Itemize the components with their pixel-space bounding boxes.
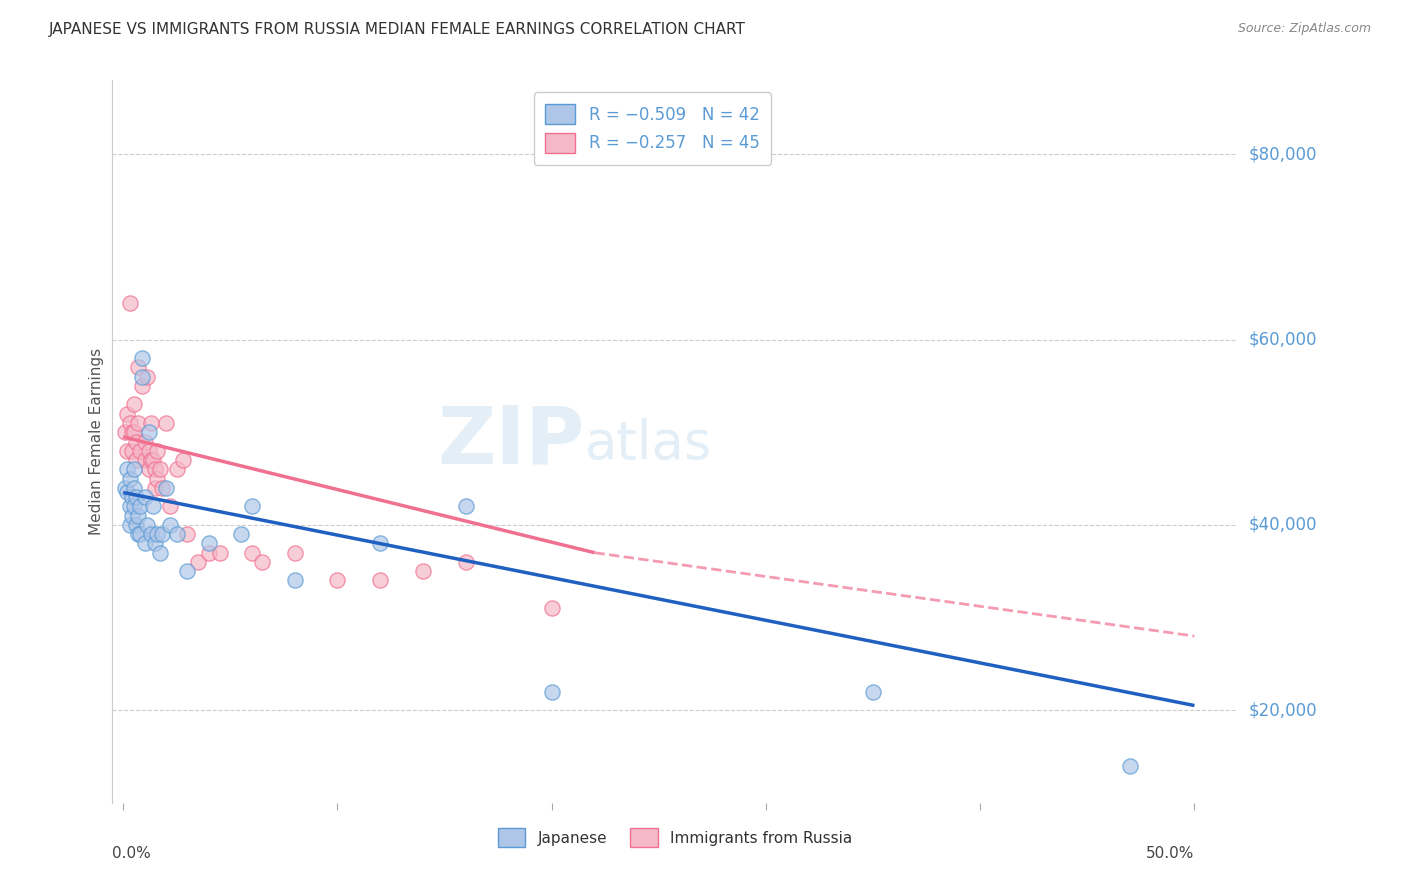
- Point: [143, 536, 166, 550]
- Point: [150, 481, 173, 495]
- Y-axis label: Median Female Earnings: Median Female Earnings: [89, 348, 104, 535]
- Point: [862, 684, 884, 698]
- Point: [125, 517, 148, 532]
- Point: [368, 574, 391, 588]
- Point: [117, 407, 139, 421]
- Point: [134, 536, 156, 550]
- Point: [135, 369, 157, 384]
- Point: [118, 416, 141, 430]
- Point: [122, 462, 145, 476]
- Point: [134, 490, 156, 504]
- Point: [129, 500, 152, 514]
- Point: [139, 527, 162, 541]
- Point: [118, 472, 141, 486]
- Point: [149, 546, 172, 560]
- Point: [240, 546, 263, 560]
- Point: [146, 472, 169, 486]
- Point: [142, 500, 165, 514]
- Point: [368, 536, 391, 550]
- Point: [138, 462, 160, 476]
- Point: [284, 574, 307, 588]
- Point: [540, 601, 562, 615]
- Point: [131, 351, 153, 366]
- Point: [135, 517, 157, 532]
- Point: [127, 416, 149, 430]
- Point: [121, 443, 143, 458]
- Point: [143, 481, 166, 495]
- Point: [127, 508, 149, 523]
- Text: 0.0%: 0.0%: [112, 847, 152, 861]
- Point: [134, 453, 156, 467]
- Point: [117, 443, 139, 458]
- Point: [122, 425, 145, 440]
- Point: [143, 462, 166, 476]
- Point: [208, 546, 231, 560]
- Point: [129, 443, 152, 458]
- Text: $80,000: $80,000: [1249, 145, 1317, 163]
- Point: [454, 555, 477, 569]
- Text: 50.0%: 50.0%: [1146, 847, 1195, 861]
- Point: [127, 360, 149, 375]
- Point: [412, 564, 434, 578]
- Point: [121, 490, 143, 504]
- Point: [240, 500, 263, 514]
- Point: [131, 369, 153, 384]
- Point: [117, 485, 139, 500]
- Text: $40,000: $40,000: [1249, 516, 1317, 534]
- Point: [198, 546, 221, 560]
- Point: [142, 453, 165, 467]
- Point: [122, 500, 145, 514]
- Point: [125, 434, 148, 449]
- Point: [540, 684, 562, 698]
- Point: [125, 453, 148, 467]
- Point: [146, 527, 169, 541]
- Point: [166, 527, 188, 541]
- Point: [139, 416, 162, 430]
- Point: [114, 481, 136, 495]
- Legend: Japanese, Immigrants from Russia: Japanese, Immigrants from Russia: [492, 822, 858, 853]
- Point: [122, 397, 145, 411]
- Point: [176, 564, 198, 578]
- Text: ZIP: ZIP: [437, 402, 585, 481]
- Point: [117, 462, 139, 476]
- Point: [172, 453, 194, 467]
- Text: $20,000: $20,000: [1249, 701, 1317, 719]
- Point: [149, 462, 172, 476]
- Point: [121, 508, 143, 523]
- Point: [454, 500, 477, 514]
- Point: [118, 500, 141, 514]
- Text: $60,000: $60,000: [1249, 331, 1317, 349]
- Text: atlas: atlas: [585, 417, 713, 470]
- Point: [118, 295, 141, 310]
- Point: [159, 500, 181, 514]
- Point: [146, 443, 169, 458]
- Point: [159, 517, 181, 532]
- Text: JAPANESE VS IMMIGRANTS FROM RUSSIA MEDIAN FEMALE EARNINGS CORRELATION CHART: JAPANESE VS IMMIGRANTS FROM RUSSIA MEDIA…: [49, 22, 747, 37]
- Point: [114, 425, 136, 440]
- Point: [1119, 758, 1142, 772]
- Point: [139, 453, 162, 467]
- Point: [166, 462, 188, 476]
- Point: [127, 527, 149, 541]
- Point: [118, 517, 141, 532]
- Point: [129, 527, 152, 541]
- Point: [252, 555, 274, 569]
- Point: [326, 574, 349, 588]
- Point: [125, 490, 148, 504]
- Point: [122, 481, 145, 495]
- Point: [229, 527, 252, 541]
- Point: [284, 546, 307, 560]
- Point: [121, 425, 143, 440]
- Point: [134, 434, 156, 449]
- Point: [138, 425, 160, 440]
- Point: [131, 379, 153, 393]
- Text: Source: ZipAtlas.com: Source: ZipAtlas.com: [1237, 22, 1371, 36]
- Point: [198, 536, 221, 550]
- Point: [155, 416, 177, 430]
- Point: [176, 527, 198, 541]
- Point: [155, 481, 177, 495]
- Point: [187, 555, 209, 569]
- Point: [138, 443, 160, 458]
- Point: [150, 527, 173, 541]
